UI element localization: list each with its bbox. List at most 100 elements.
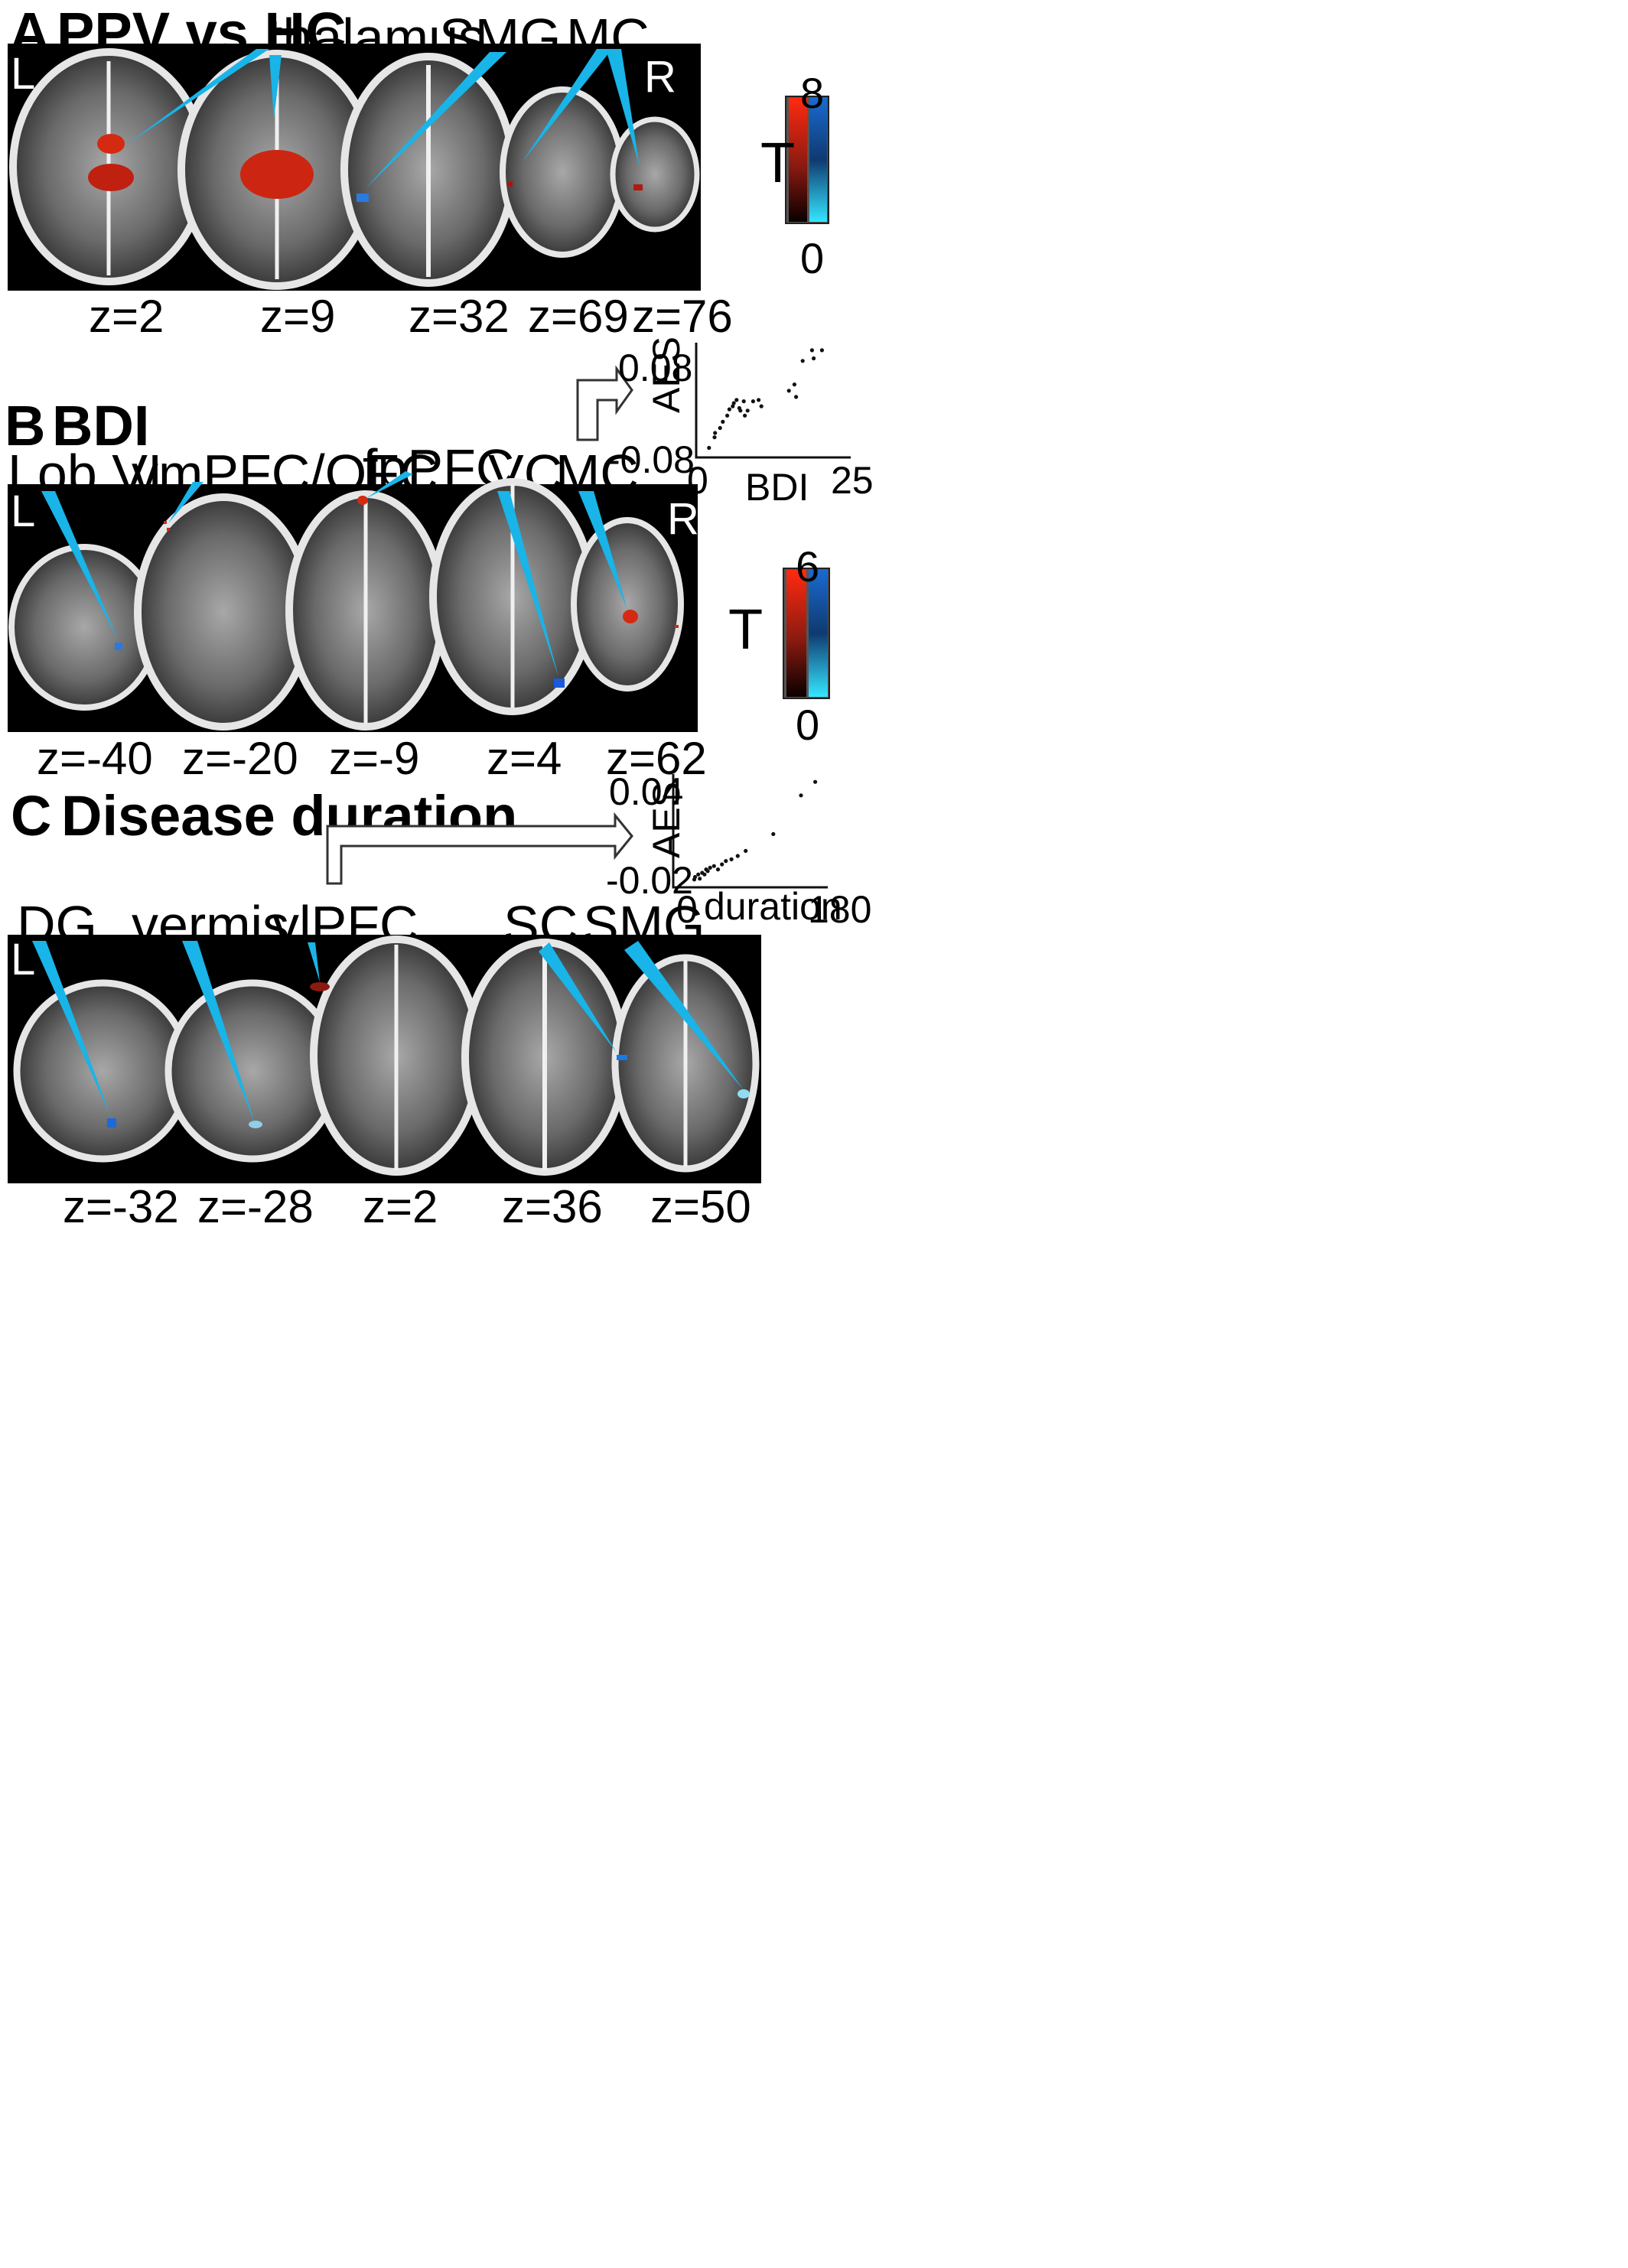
scatter-duration-xlabel: duration	[704, 885, 842, 928]
panel-b-brains	[8, 478, 684, 731]
scatter-point	[734, 398, 739, 402]
slice-label: z=32	[409, 291, 510, 342]
arrow	[539, 942, 617, 1053]
scatter-point	[738, 408, 743, 413]
scatter-bdi-ytick-bottom: -0.08	[607, 438, 695, 481]
activation-blob-vmpfc	[167, 528, 170, 531]
scatter-duration-ytick-bottom: -0.02	[606, 859, 693, 902]
panel-a-colorbar-min: 0	[800, 234, 825, 282]
scatter-point	[727, 407, 732, 412]
panel-c-left-marker: L	[11, 935, 36, 984]
scatter-bdi-points	[707, 348, 824, 451]
activation-blob-fppfc	[357, 496, 368, 505]
activation-blob-mc	[623, 610, 638, 623]
scatter-point	[759, 404, 764, 408]
slice-label: z=-28	[197, 1181, 314, 1232]
arrow	[606, 49, 640, 167]
scatter-point	[731, 401, 736, 405]
scatter-point	[702, 872, 707, 877]
scatter-bdi-axes	[695, 343, 851, 459]
scatter-point	[745, 408, 750, 413]
activation-blob-mc	[508, 182, 513, 187]
activation-blob-smg	[357, 194, 369, 202]
slice-label: z=-9	[329, 733, 420, 784]
panel-a-right-marker: R	[644, 52, 676, 102]
scatter-point	[692, 874, 698, 880]
slice-label: z=4	[487, 733, 562, 784]
activation-blob-thalamus	[97, 134, 125, 154]
scatter-point	[771, 831, 776, 836]
activation-blob-vmpfc	[164, 521, 167, 524]
activation-blob-vc	[554, 678, 565, 688]
slice-label: z=69	[528, 291, 629, 342]
arrow	[41, 491, 118, 639]
scatter-duration-xtick-right: 180	[808, 888, 872, 931]
arrow	[125, 49, 269, 145]
scatter-point	[743, 413, 747, 418]
scatter-duration-axes	[672, 774, 828, 889]
arrow	[182, 941, 255, 1123]
arrow	[523, 49, 612, 161]
scatter-duration-ytick-top: 0.04	[609, 770, 684, 813]
slice-label: z=2	[363, 1181, 438, 1232]
slice-label: z=-32	[63, 1181, 179, 1232]
scatter-point	[786, 389, 791, 393]
scatter-point	[741, 399, 746, 404]
scatter-point	[708, 865, 712, 870]
scatter-point	[757, 398, 761, 402]
panel-b-colorbar-max: 6	[796, 542, 820, 591]
panel-b-colorbar-min: 0	[796, 701, 820, 749]
scatter-point	[751, 399, 756, 404]
scatter-point	[721, 419, 725, 425]
activation-blob-lob-vi	[115, 643, 122, 650]
slice-label: z=-20	[182, 733, 298, 784]
scatter-point	[735, 854, 740, 858]
scatter-duration-points	[692, 779, 818, 882]
panel-c-brains	[13, 936, 760, 1176]
scatter-point	[696, 872, 701, 877]
scatter-point	[799, 793, 803, 798]
brain-slice	[134, 493, 313, 731]
slice-label: z=62	[606, 733, 707, 784]
scatter-point	[707, 445, 711, 451]
slice-label: z=-40	[37, 733, 153, 784]
panel-c-letter: C	[11, 784, 52, 848]
slice-label: z=2	[89, 291, 164, 342]
scatter-point	[724, 859, 728, 864]
scatter-point	[698, 877, 702, 881]
slice-label: z=36	[502, 1181, 603, 1232]
scatter-point	[819, 348, 824, 353]
scatter-point	[715, 867, 721, 872]
scatter-point	[705, 869, 710, 874]
panel-b-left-marker: L	[11, 486, 36, 536]
scatter-point	[792, 382, 796, 387]
panel-a-arrows	[125, 49, 640, 188]
scatter-point	[800, 359, 805, 363]
arrow	[269, 55, 282, 119]
scatter-point	[729, 857, 734, 861]
scatter-point	[744, 848, 748, 853]
panel-a-left-marker: L	[11, 49, 36, 99]
panel-b-colorbar-label: T	[728, 597, 764, 661]
arrow	[624, 941, 744, 1090]
activation-blob-dg	[107, 1118, 116, 1127]
scatter-bdi-ylabel: AES	[645, 336, 688, 413]
panel-a-colorbar-label: T	[760, 131, 796, 194]
panel-b-hollow-arrow	[576, 365, 633, 441]
panel-b-right-marker: R	[667, 494, 699, 544]
activation-blob-smg	[737, 1089, 750, 1098]
arrow	[366, 471, 413, 499]
panel-b-arrows	[41, 471, 627, 677]
scatter-point	[712, 435, 717, 440]
scatter-point	[725, 413, 730, 418]
arrow	[366, 52, 506, 188]
panel-a-colorbar-max: 8	[800, 69, 825, 117]
scatter-point	[812, 356, 816, 361]
scatter-point	[813, 779, 818, 784]
brain-slice	[610, 116, 700, 233]
panel-a-brains	[9, 48, 700, 290]
arrow	[578, 491, 627, 610]
panel-c-hollow-arrow	[326, 812, 633, 885]
slice-label: z=9	[260, 291, 336, 342]
